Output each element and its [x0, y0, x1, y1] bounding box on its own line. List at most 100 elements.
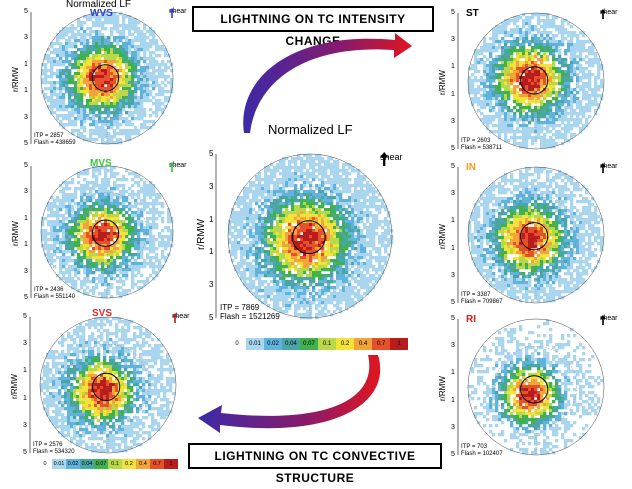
flash-count: Flash = 534320 — [33, 449, 75, 456]
axis-tick-label: 1 — [451, 369, 455, 376]
itp-count: ITP = 2436 — [34, 287, 63, 294]
axis-tick-label: 1 — [23, 395, 27, 402]
colorbar-cell: 1 — [390, 338, 408, 350]
colorbar-cell: 0.4 — [136, 459, 150, 469]
axis-tick-label: 5 — [24, 294, 28, 301]
density-field — [468, 167, 603, 302]
y-axis-label: r/RMW — [11, 221, 20, 246]
axis-tick-label: 5 — [23, 313, 27, 320]
axis-tick-label: 1 — [209, 216, 213, 223]
panel-label-mvs: MVS — [90, 158, 112, 169]
axis-tick-label: 3 — [451, 272, 455, 279]
axis-tick-label: 5 — [24, 140, 28, 147]
y-axis-label: r/RMW — [438, 224, 447, 249]
colorbar-cell: 0.7 — [372, 338, 390, 350]
bottom-curved-arrow — [198, 355, 380, 433]
axis-tick-label: 3 — [451, 118, 455, 125]
itp-count: ITP = 703 — [461, 444, 487, 451]
axis-tick-label: 5 — [23, 449, 27, 456]
axis-tick-label: 5 — [451, 145, 455, 152]
y-axis-label: r/RMW — [11, 67, 20, 92]
axis-tick-label: 3 — [209, 183, 213, 190]
axis-tick-label: 3 — [451, 342, 455, 349]
polar-plot — [28, 158, 176, 306]
colorbar-cell: 0.07 — [94, 459, 108, 469]
colorbar-cell: 0 — [228, 338, 246, 350]
axis-tick-label: 5 — [451, 9, 455, 16]
itp-count: ITP = 3387 — [461, 292, 490, 299]
axis-tick-label: 1 — [451, 91, 455, 98]
flash-count: Flash = 1521269 — [220, 313, 280, 320]
axis-tick-label: 1 — [451, 245, 455, 252]
polar-plot — [456, 160, 606, 310]
polar-plot — [456, 312, 606, 462]
axis-tick-label: 1 — [24, 241, 28, 248]
center-title: Normalized LF — [268, 122, 353, 137]
polar-plot — [28, 310, 178, 460]
axis-tick-label: 1 — [23, 367, 27, 374]
colorbar-cell: 0.4 — [354, 338, 372, 350]
colorbar-cell: 0 — [38, 459, 52, 469]
density-field — [468, 13, 603, 148]
axis-tick-label: 1 — [451, 217, 455, 224]
axis-tick-label: 3 — [209, 281, 213, 288]
axis-tick-label: 3 — [23, 422, 27, 429]
axis-tick-label: 3 — [451, 36, 455, 43]
axis-tick-label: 3 — [23, 340, 27, 347]
axis-tick-label: 1 — [24, 215, 28, 222]
panel-label-st: ST — [466, 8, 479, 19]
axis-tick-label: 5 — [209, 314, 213, 321]
colorbar-cell: 0.2 — [122, 459, 136, 469]
y-axis-label: r/RMW — [196, 219, 207, 250]
axis-tick-label: 3 — [24, 268, 28, 275]
shear-indicator: shear — [169, 162, 187, 169]
axis-tick-label: 5 — [451, 451, 455, 458]
colorbar-cell: 0.07 — [300, 338, 318, 350]
itp-count: ITP = 7869 — [220, 304, 259, 311]
flash-count: Flash = 709867 — [461, 299, 503, 306]
colorbar-cell: 0.04 — [282, 338, 300, 350]
axis-tick-label: 3 — [451, 190, 455, 197]
y-axis-label: r/RMW — [10, 374, 19, 399]
axis-tick-label: 1 — [209, 248, 213, 255]
itp-count: ITP = 2857 — [34, 133, 63, 140]
shear-indicator: shear — [169, 8, 187, 15]
colorbar-cell: 0.02 — [66, 459, 80, 469]
axis-tick-label: 3 — [451, 424, 455, 431]
colorbar-cell: 0.7 — [150, 459, 164, 469]
itp-count: ITP = 2576 — [33, 442, 62, 449]
density-field — [468, 319, 603, 454]
shear-indicator: shear — [600, 315, 618, 322]
flash-count: Flash = 102407 — [461, 451, 503, 458]
shear-indicator: shear — [380, 152, 403, 162]
flash-count: Flash = 538711 — [461, 145, 502, 152]
panel-label-svs: SVS — [92, 308, 112, 319]
polar-plot — [28, 4, 176, 152]
y-axis-label: r/RMW — [438, 70, 447, 95]
shear-indicator: shear — [172, 313, 190, 320]
axis-tick-label: 1 — [24, 87, 28, 94]
colorbar-cell: 0.04 — [80, 459, 94, 469]
colorbar-cell: 0.02 — [264, 338, 282, 350]
axis-tick-label: 3 — [24, 114, 28, 121]
bottom-title: LIGHTNING ON TC CONVECTIVE STRUCTURE — [188, 443, 442, 469]
colorbar-cell: 1 — [164, 459, 178, 469]
polar-plot — [456, 6, 606, 156]
shear-indicator: shear — [600, 163, 618, 170]
itp-count: ITP = 2603 — [461, 138, 490, 145]
axis-tick-label: 5 — [451, 315, 455, 322]
panel-label-wvs: WVS — [90, 8, 113, 19]
axis-tick-label: 1 — [24, 61, 28, 68]
axis-tick-label: 1 — [451, 63, 455, 70]
flash-count: Flash = 551140 — [34, 294, 75, 301]
flash-count: Flash = 438659 — [34, 140, 76, 147]
axis-tick-label: 5 — [24, 8, 28, 15]
top-title: LIGHTNING ON TC INTENSITY CHANGE — [192, 6, 434, 32]
axis-tick-label: 3 — [24, 188, 28, 195]
